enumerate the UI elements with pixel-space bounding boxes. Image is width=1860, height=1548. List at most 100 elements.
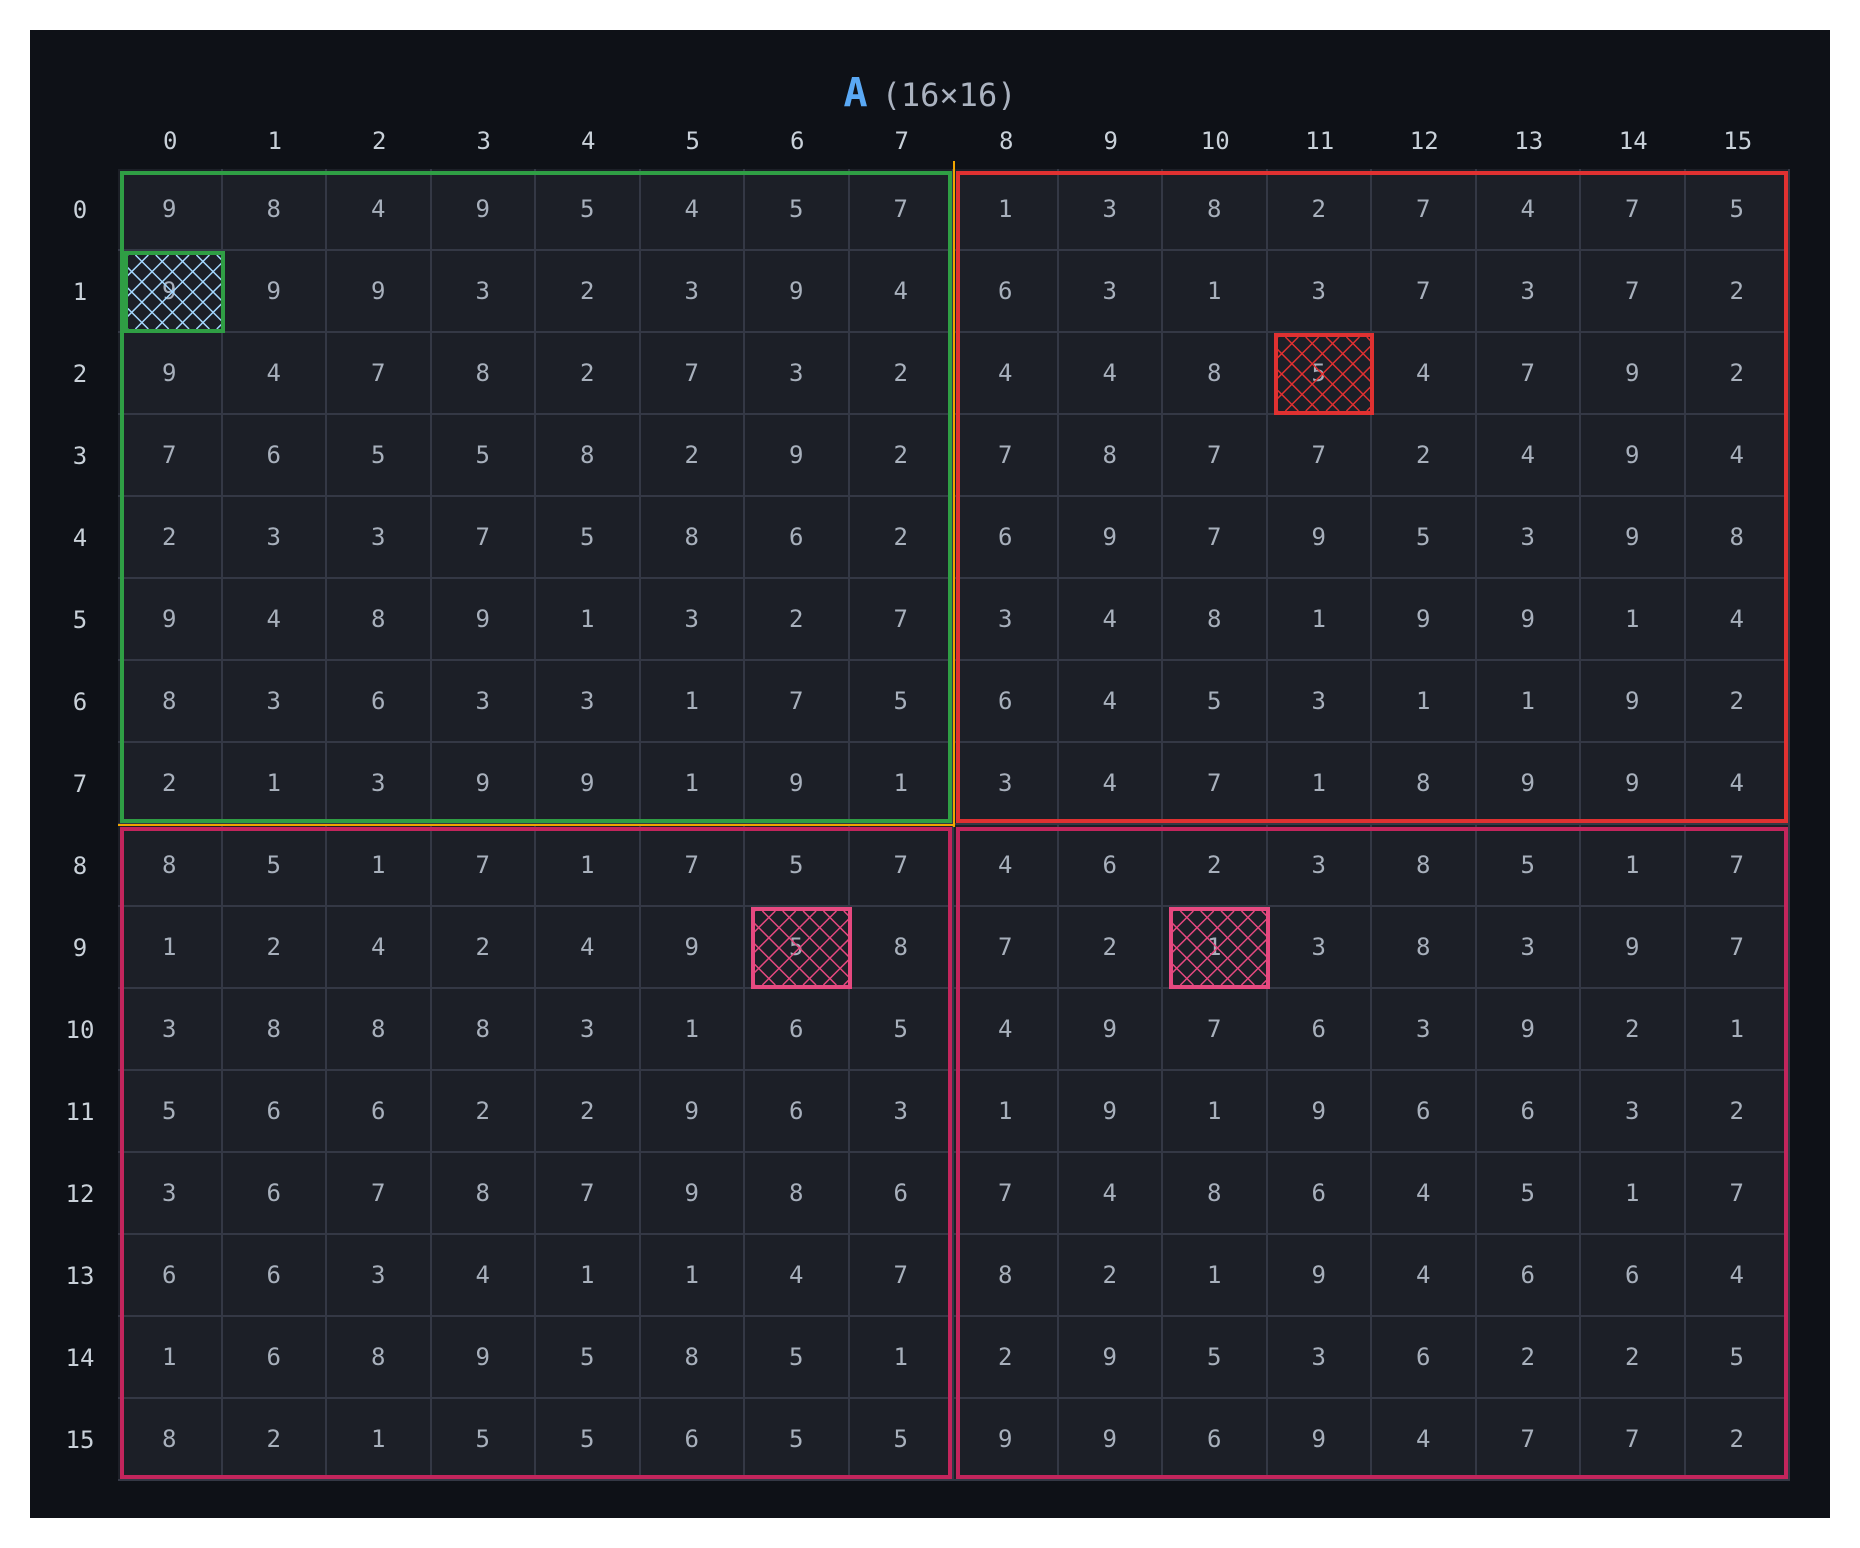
matrix-cell: 9 xyxy=(1058,989,1163,1071)
matrix-cell: 8 xyxy=(118,661,223,743)
matrix-cell: 9 xyxy=(327,251,432,333)
matrix-cell: 2 xyxy=(1372,415,1477,497)
matrix-cell: 7 xyxy=(1372,251,1477,333)
matrix-cell: 6 xyxy=(1163,1399,1268,1481)
matrix-cell: 8 xyxy=(1685,497,1790,579)
row-label: 11 xyxy=(65,1098,95,1126)
matrix-cell: 9 xyxy=(1267,1071,1372,1153)
matrix-cell: 2 xyxy=(536,251,641,333)
row-label: 7 xyxy=(72,770,88,798)
matrix-cell: 3 xyxy=(1058,251,1163,333)
matrix-cell: 3 xyxy=(1267,251,1372,333)
matrix-cell: 6 xyxy=(954,251,1059,333)
column-label: 1 xyxy=(267,127,282,155)
matrix-cell: 3 xyxy=(1058,169,1163,251)
matrix-cell: 6 xyxy=(1476,1235,1581,1317)
matrix-cell: 9 xyxy=(1267,497,1372,579)
matrix-cell: 2 xyxy=(536,1071,641,1153)
matrix-cell: 6 xyxy=(1267,1153,1372,1235)
matrix-cell: 7 xyxy=(118,415,223,497)
matrix-cell: 3 xyxy=(1372,989,1477,1071)
column-label: 5 xyxy=(685,127,700,155)
matrix-cell: 5 xyxy=(536,497,641,579)
matrix-cell: 3 xyxy=(118,1153,223,1235)
matrix-cell: 4 xyxy=(745,1235,850,1317)
matrix-cell: 7 xyxy=(640,333,745,415)
matrix-cell: 5 xyxy=(849,989,954,1071)
matrix-cell: 9 xyxy=(1581,497,1686,579)
row-label: 15 xyxy=(65,1426,95,1454)
matrix-cell: 1 xyxy=(640,743,745,825)
matrix-cell: 9 xyxy=(1581,907,1686,989)
matrix-cell: 8 xyxy=(327,579,432,661)
matrix-cell: 8 xyxy=(640,497,745,579)
matrix-cell: 7 xyxy=(536,1153,641,1235)
row-label: 12 xyxy=(65,1180,95,1208)
matrix-cell: 4 xyxy=(1058,743,1163,825)
matrix-cell: 9 xyxy=(431,1317,536,1399)
matrix-cell: 5 xyxy=(1685,1317,1790,1399)
matrix-cell: 9 xyxy=(1581,661,1686,743)
matrix-cell: 6 xyxy=(954,497,1059,579)
matrix-cell: 5 xyxy=(745,825,850,907)
matrix-cell: 7 xyxy=(1267,415,1372,497)
matrix-cell: 5 xyxy=(327,415,432,497)
matrix-cell: 3 xyxy=(1267,1317,1372,1399)
matrix-cell: 1 xyxy=(536,579,641,661)
matrix-cell: 7 xyxy=(1476,1399,1581,1481)
matrix-cell: 8 xyxy=(327,989,432,1071)
matrix-cell: 2 xyxy=(849,415,954,497)
matrix-cell: 3 xyxy=(1476,497,1581,579)
matrix-cell: 8 xyxy=(954,1235,1059,1317)
matrix-cell: 1 xyxy=(1476,661,1581,743)
matrix-cell: 5 xyxy=(849,1399,954,1481)
matrix-cell: 6 xyxy=(954,661,1059,743)
matrix-cell: 6 xyxy=(1581,1235,1686,1317)
matrix-cell: 7 xyxy=(1163,497,1268,579)
matrix-cell: 1 xyxy=(327,825,432,907)
matrix-cell: 8 xyxy=(431,989,536,1071)
matrix-cell: 3 xyxy=(849,1071,954,1153)
matrix-cell: 3 xyxy=(536,989,641,1071)
matrix-cell: 8 xyxy=(1163,333,1268,415)
matrix-cell: 4 xyxy=(1372,1235,1477,1317)
matrix-cell: 6 xyxy=(1267,989,1372,1071)
matrix-cell: 4 xyxy=(1372,1399,1477,1481)
matrix-cell: 3 xyxy=(431,251,536,333)
matrix-cell: 2 xyxy=(1058,1235,1163,1317)
matrix-cell: 6 xyxy=(745,989,850,1071)
matrix-cell: 8 xyxy=(1163,579,1268,661)
matrix-cell: 4 xyxy=(1058,333,1163,415)
matrix-cell: 3 xyxy=(327,743,432,825)
matrix-cell: 2 xyxy=(954,1317,1059,1399)
matrix-cell: 4 xyxy=(536,907,641,989)
matrix-cell: 2 xyxy=(118,743,223,825)
matrix-cell: 9 xyxy=(640,907,745,989)
matrix-cell: 9 xyxy=(1267,1235,1372,1317)
matrix-cell: 4 xyxy=(1476,415,1581,497)
matrix-cell: 9 xyxy=(954,1399,1059,1481)
matrix-cell: 1 xyxy=(1685,989,1790,1071)
matrix-cell: 9 xyxy=(1581,333,1686,415)
matrix-cell: 8 xyxy=(118,825,223,907)
matrix-cell: 8 xyxy=(431,1153,536,1235)
matrix-cell: 6 xyxy=(222,1153,327,1235)
row-label: 1 xyxy=(72,278,88,306)
matrix-cell: 4 xyxy=(327,907,432,989)
matrix-cell: 6 xyxy=(849,1153,954,1235)
matrix-cell: 9 xyxy=(640,1153,745,1235)
matrix-cell: 6 xyxy=(745,1071,850,1153)
matrix-cell: 8 xyxy=(1372,743,1477,825)
matrix-cell: 7 xyxy=(1581,1399,1686,1481)
matrix-cell: 2 xyxy=(1685,1399,1790,1481)
row-label: 2 xyxy=(72,360,88,388)
matrix-cell: 9 xyxy=(1058,497,1163,579)
matrix-cell: 5 xyxy=(745,1317,850,1399)
matrix-cell: 4 xyxy=(1685,743,1790,825)
matrix-cell: 9 xyxy=(222,251,327,333)
matrix-cell: 9 xyxy=(1581,415,1686,497)
matrix-cell: 3 xyxy=(745,333,850,415)
matrix-cell: 5 xyxy=(1685,169,1790,251)
